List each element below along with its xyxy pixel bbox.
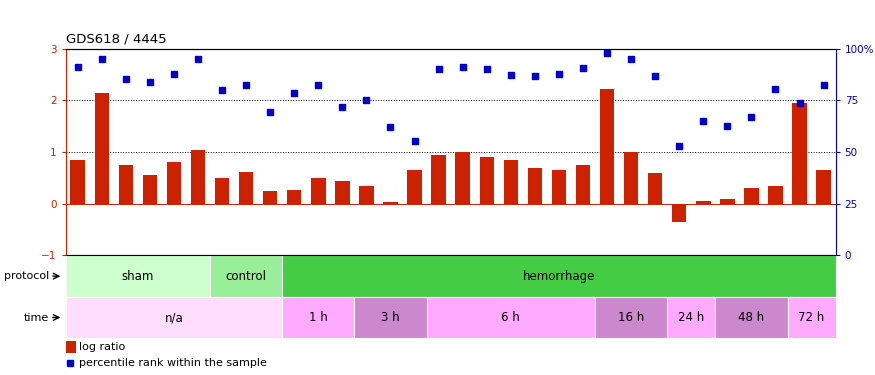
Bar xyxy=(166,162,181,204)
Point xyxy=(287,90,301,96)
Point xyxy=(528,73,542,79)
Bar xyxy=(816,170,831,204)
Point xyxy=(648,73,662,79)
Bar xyxy=(624,152,639,204)
Bar xyxy=(239,172,254,204)
Bar xyxy=(210,255,282,297)
Point xyxy=(793,100,807,106)
Text: time: time xyxy=(24,312,49,322)
Bar xyxy=(648,173,662,204)
Text: 1 h: 1 h xyxy=(309,311,327,324)
Bar xyxy=(793,103,807,204)
Bar xyxy=(716,297,788,338)
Bar xyxy=(576,165,591,204)
Bar xyxy=(263,191,277,204)
Point xyxy=(119,76,133,82)
Point xyxy=(720,123,734,129)
Bar xyxy=(552,170,566,204)
Bar xyxy=(480,157,494,204)
Point xyxy=(552,70,566,76)
Point xyxy=(600,50,614,56)
Point xyxy=(312,82,326,88)
Bar xyxy=(672,204,687,222)
Text: control: control xyxy=(226,270,267,283)
Text: 16 h: 16 h xyxy=(618,311,644,324)
Bar xyxy=(66,255,210,297)
Point xyxy=(745,114,759,120)
Text: 48 h: 48 h xyxy=(738,311,765,324)
Bar xyxy=(354,297,427,338)
Bar xyxy=(696,201,710,204)
Text: hemorrhage: hemorrhage xyxy=(522,270,595,283)
Point xyxy=(191,56,205,62)
Bar xyxy=(595,297,668,338)
Text: 72 h: 72 h xyxy=(799,311,825,324)
Bar xyxy=(360,186,374,204)
Bar xyxy=(408,170,422,204)
Point xyxy=(456,64,470,70)
Point xyxy=(431,66,445,72)
Bar xyxy=(528,168,542,204)
Point xyxy=(335,104,349,110)
Bar xyxy=(383,202,397,204)
Bar xyxy=(282,297,354,338)
Point xyxy=(696,118,710,124)
Text: percentile rank within the sample: percentile rank within the sample xyxy=(80,358,268,368)
Bar xyxy=(431,155,446,204)
Point xyxy=(576,65,590,71)
Bar xyxy=(720,199,735,204)
Point xyxy=(263,109,277,115)
Point xyxy=(167,70,181,76)
Bar xyxy=(119,165,133,204)
Point xyxy=(504,72,518,78)
Point xyxy=(239,82,253,88)
Text: 3 h: 3 h xyxy=(382,311,400,324)
Bar xyxy=(66,297,282,338)
Point xyxy=(624,56,638,62)
Text: protocol: protocol xyxy=(4,271,49,281)
Bar xyxy=(744,188,759,204)
Bar xyxy=(788,297,836,338)
Point xyxy=(71,64,85,70)
Bar xyxy=(287,190,301,204)
Text: 24 h: 24 h xyxy=(678,311,704,324)
Text: 6 h: 6 h xyxy=(501,311,520,324)
Point xyxy=(816,82,830,88)
Point xyxy=(383,124,397,130)
Bar xyxy=(427,297,595,338)
Bar xyxy=(94,93,109,204)
Bar xyxy=(668,297,716,338)
Point xyxy=(768,86,782,92)
Bar xyxy=(456,152,470,204)
Text: n/a: n/a xyxy=(164,311,183,324)
Point xyxy=(480,66,494,72)
Bar xyxy=(70,160,85,204)
Bar xyxy=(504,160,518,204)
Bar xyxy=(335,180,350,204)
Bar xyxy=(143,176,158,204)
Bar xyxy=(191,150,205,204)
Bar xyxy=(600,89,614,204)
Bar xyxy=(282,255,836,297)
Bar xyxy=(215,178,229,204)
Bar xyxy=(66,342,75,353)
Point xyxy=(360,98,374,104)
Point xyxy=(94,56,108,62)
Point xyxy=(408,138,422,144)
Text: sham: sham xyxy=(122,270,154,283)
Point xyxy=(143,80,157,86)
Point xyxy=(672,143,686,149)
Bar xyxy=(768,186,783,204)
Text: GDS618 / 4445: GDS618 / 4445 xyxy=(66,32,166,45)
Point xyxy=(215,87,229,93)
Text: log ratio: log ratio xyxy=(80,342,126,352)
Bar xyxy=(312,178,326,204)
